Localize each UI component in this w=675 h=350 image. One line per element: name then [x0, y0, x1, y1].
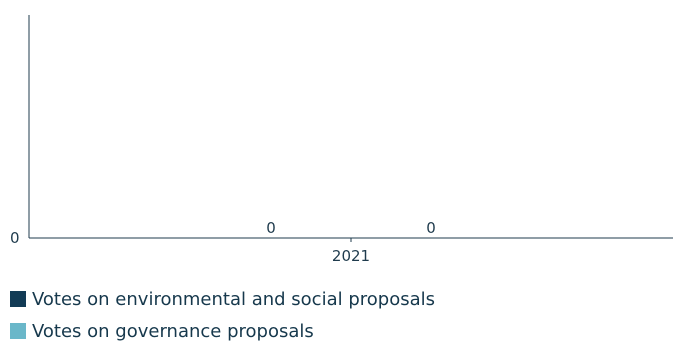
legend-label-governance: Votes on governance proposals	[32, 320, 314, 342]
bar-chart: 0 2021 0 0	[10, 15, 673, 265]
data-label-series-1-cat-0: 0	[426, 219, 436, 237]
y-tick-label-0: 0	[10, 229, 20, 247]
chart-area: 0 2021 0 0	[10, 15, 673, 265]
data-label-series-0-cat-0: 0	[266, 219, 276, 237]
chart-legend: Votes on environmental and social propos…	[10, 286, 670, 350]
legend-swatch-environmental-social	[10, 291, 26, 307]
legend-item-environmental-social: Votes on environmental and social propos…	[10, 286, 670, 312]
legend-swatch-governance	[10, 323, 26, 339]
legend-item-governance: Votes on governance proposals	[10, 318, 670, 344]
x-tick-label-0: 2021	[332, 247, 370, 265]
legend-label-environmental-social: Votes on environmental and social propos…	[32, 288, 435, 310]
